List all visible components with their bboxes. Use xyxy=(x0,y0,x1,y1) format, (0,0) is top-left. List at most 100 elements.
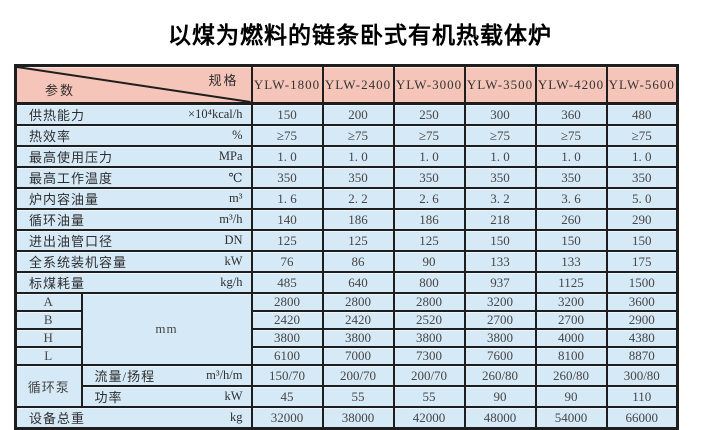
value-cell: 4380 xyxy=(605,328,679,348)
value-cell: 3800 xyxy=(392,328,466,348)
value-cell: 3. 2 xyxy=(463,187,537,210)
pump-group-label: 循环泵 xyxy=(14,364,83,408)
value-cell: 133 xyxy=(463,250,537,273)
row-unit: ℃ xyxy=(228,170,243,185)
value-cell: ≥75 xyxy=(605,124,679,147)
row-label: 流量/扬程 xyxy=(94,369,156,384)
row-unit: ×10⁴kcal/h xyxy=(188,107,243,121)
param-cell: 供热能力 ×10⁴kcal/h xyxy=(14,102,253,126)
row-unit: kg/h xyxy=(220,275,243,289)
value-cell: 2700 xyxy=(463,310,537,330)
table-row: 功率 kW 45 55 55 90 90 110 xyxy=(16,385,679,408)
value-cell: 32000 xyxy=(250,406,324,430)
row-unit: % xyxy=(232,128,243,142)
param-cell: 进出油管口径 DN xyxy=(14,229,253,252)
value-cell: 2520 xyxy=(392,310,466,330)
value-cell: 125 xyxy=(321,229,395,252)
dim-label: L xyxy=(14,346,83,366)
row-label: 最高工作温度 xyxy=(29,171,114,186)
param-cell: 标煤耗量 kg/h xyxy=(14,271,253,294)
value-cell: 90 xyxy=(392,250,466,273)
value-cell: 260/80 xyxy=(534,364,608,387)
value-cell: 186 xyxy=(321,208,395,231)
value-cell: 3. 6 xyxy=(534,187,608,210)
value-cell: 2800 xyxy=(250,292,324,312)
value-cell: 1. 0 xyxy=(463,145,537,168)
value-cell: 200/70 xyxy=(392,364,466,387)
value-cell: 350 xyxy=(392,166,466,189)
value-cell: 800 xyxy=(392,271,466,294)
table-row: 供热能力 ×10⁴kcal/h 150 200 250 300 360 480 xyxy=(14,102,679,126)
value-cell: 3600 xyxy=(605,292,679,312)
value-cell: 2800 xyxy=(392,292,466,312)
value-cell: 2. 2 xyxy=(321,187,395,210)
value-cell: 7600 xyxy=(463,346,537,366)
row-label: 供热能力 xyxy=(29,108,86,123)
value-cell: 260 xyxy=(534,208,608,231)
dim-label: H xyxy=(14,328,83,348)
value-cell: 2900 xyxy=(605,310,679,330)
table-row: L 6100 7000 7300 7600 8100 8870 xyxy=(14,346,679,366)
value-cell: 350 xyxy=(250,166,324,189)
spec-column-header: YLW-5600 xyxy=(605,64,679,105)
param-cell: 循环油量 m³/h xyxy=(14,208,253,231)
param-cell: 热效率% xyxy=(14,124,253,147)
param-cell: 最高工作温度 ℃ xyxy=(14,166,253,189)
row-unit: kW xyxy=(224,254,243,268)
value-cell: 4000 xyxy=(534,328,608,348)
table-row: 热效率% ≥75 ≥75 ≥75 ≥75 ≥75 ≥75 xyxy=(14,124,679,147)
value-cell: 110 xyxy=(605,385,679,408)
value-cell: 3800 xyxy=(463,328,537,348)
value-cell: 200 xyxy=(321,102,395,126)
value-cell: 125 xyxy=(250,229,324,252)
spec-table: 规格 参数 YLW-1800 YLW-2400 YLW-3000 YLW-3500 YL… xyxy=(14,64,679,430)
table-row: 标煤耗量 kg/h 485 640 800 937 1125 1500 xyxy=(14,271,679,294)
value-cell: 1. 0 xyxy=(321,145,395,168)
value-cell: 1. 0 xyxy=(605,145,679,168)
header-row: 规格 参数 YLW-1800 YLW-2400 YLW-3000 YLW-3500 YL… xyxy=(14,64,679,105)
value-cell: 300 xyxy=(463,102,537,126)
value-cell: 38000 xyxy=(321,406,395,430)
value-cell: 175 xyxy=(605,250,679,273)
dim-unit: mm xyxy=(80,292,253,366)
value-cell: 42000 xyxy=(392,406,466,430)
value-cell: 2800 xyxy=(321,292,395,312)
value-cell: 300/80 xyxy=(605,364,679,387)
value-cell: 86 xyxy=(321,250,395,273)
corner-label-param: 参数 xyxy=(45,83,76,98)
pump-param-cell: 流量/扬程 m³/h/m xyxy=(80,364,253,387)
pump-param-cell: 功率 kW xyxy=(80,385,253,408)
spec-table-body: 供热能力 ×10⁴kcal/h 150 200 250 300 360 480 热效率% ≥75 ≥… xyxy=(14,102,679,430)
value-cell: 480 xyxy=(605,102,679,126)
table-row: 炉内容油量 m³ 1. 6 2. 2 2. 6 3. 2 3. 6 5. 0 xyxy=(14,187,679,210)
value-cell: 350 xyxy=(321,166,395,189)
diagonal-line xyxy=(17,67,251,102)
spec-column-header: YLW-3000 xyxy=(392,64,466,105)
value-cell: 3200 xyxy=(463,292,537,312)
value-cell: 6100 xyxy=(250,346,324,366)
value-cell: 3200 xyxy=(534,292,608,312)
value-cell: 133 xyxy=(534,250,608,273)
value-cell: ≥75 xyxy=(250,124,324,147)
table-row: B 2420 2420 2520 2700 2700 2900 xyxy=(14,310,679,330)
value-cell: 260/80 xyxy=(463,364,537,387)
value-cell: 2. 6 xyxy=(392,187,466,210)
value-cell: 5. 0 xyxy=(605,187,679,210)
value-cell: 2700 xyxy=(534,310,608,330)
row-label: 炉内容油量 xyxy=(29,192,100,207)
table-row: 循环油量 m³/h 140 186 186 218 260 290 xyxy=(14,208,679,231)
value-cell: 186 xyxy=(392,208,466,231)
value-cell: 1. 0 xyxy=(392,145,466,168)
value-cell: 1. 0 xyxy=(250,145,324,168)
value-cell: 350 xyxy=(534,166,608,189)
param-cell: 设备总重 kg xyxy=(14,406,253,430)
value-cell: 3800 xyxy=(321,328,395,348)
row-unit: m³/h/m xyxy=(206,368,243,382)
value-cell: 485 xyxy=(250,271,324,294)
value-cell: 640 xyxy=(321,271,395,294)
value-cell: 90 xyxy=(534,385,608,408)
value-cell: 8100 xyxy=(534,346,608,366)
value-cell: 150 xyxy=(250,102,324,126)
value-cell: 1500 xyxy=(605,271,679,294)
